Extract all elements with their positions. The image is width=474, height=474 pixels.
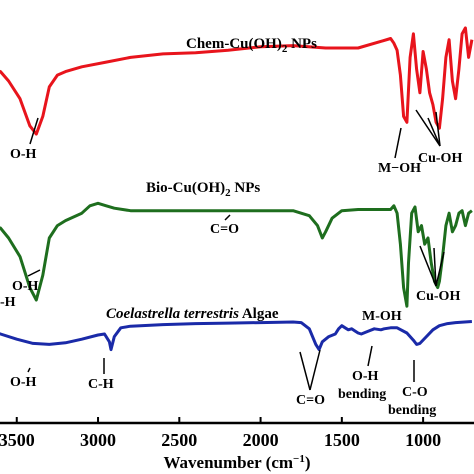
annotation-arrow-2 <box>415 109 441 147</box>
annotation-arrow-13 <box>309 349 321 391</box>
annotation-arrow-5 <box>224 214 231 221</box>
series-line-2 <box>0 320 473 352</box>
annotation-arrow-7 <box>419 245 437 287</box>
annotation-arrows <box>27 109 445 391</box>
annot-oh-bio: O-H <box>12 279 39 294</box>
x-tick-label-3: 2000 <box>243 430 279 450</box>
annot-oh-bending-1: O-H <box>352 369 379 384</box>
x-axis-ticks: 3500 3000 2500 2000 1500 1000 <box>0 417 441 450</box>
annot-cuoh-bio: Cu-OH <box>416 289 460 304</box>
annot-h-bio: -H <box>0 295 16 310</box>
x-tick-label-2: 2500 <box>161 430 197 450</box>
annotation-arrow-4 <box>435 111 441 147</box>
annot-co-bio: C=O <box>210 222 239 237</box>
annot-co-bending-2: bending <box>388 403 436 418</box>
annot-co-algae: C=O <box>296 393 325 408</box>
x-tick-label-5: 1000 <box>405 430 441 450</box>
series-label-algae: Coelastrella terrestris Algae <box>106 306 279 322</box>
x-tick-label-1: 3000 <box>80 430 116 450</box>
annotation-arrow-10 <box>27 367 31 373</box>
x-tick-label-4: 1500 <box>324 430 360 450</box>
annot-cuoh-chem: Cu-OH <box>418 151 462 166</box>
annot-moh-chem: M−OH <box>378 161 421 176</box>
series-line-1 <box>0 201 473 308</box>
annot-oh-bending-2: bending <box>338 387 386 402</box>
annotation-arrow-0 <box>29 117 39 145</box>
annot-oh-chem: O-H <box>10 147 37 162</box>
annot-ch-algae: C-H <box>88 377 114 392</box>
annotation-arrow-14 <box>367 345 373 367</box>
annotation-arrow-3 <box>427 117 441 147</box>
series-line-0 <box>0 26 474 136</box>
annot-moh-bio: M-OH <box>362 309 402 324</box>
annotation-arrow-1 <box>394 127 402 159</box>
annotation-arrow-9 <box>435 251 445 287</box>
annotation-arrow-8 <box>433 247 437 287</box>
series-label-bio: Bio-Cu(OH)2 NPs <box>146 180 260 199</box>
x-axis-title: Wavenumber (cm−1) <box>164 453 311 472</box>
annotation-arrow-12 <box>299 351 311 391</box>
annotation-arrow-6 <box>27 269 41 277</box>
x-tick-label-0: 3500 <box>0 430 35 450</box>
annot-oh-algae: O-H <box>10 375 37 390</box>
series-label-chem: Chem-Cu(OH)2 NPs <box>186 36 317 55</box>
annot-co-bending-1: C-O <box>402 385 428 400</box>
